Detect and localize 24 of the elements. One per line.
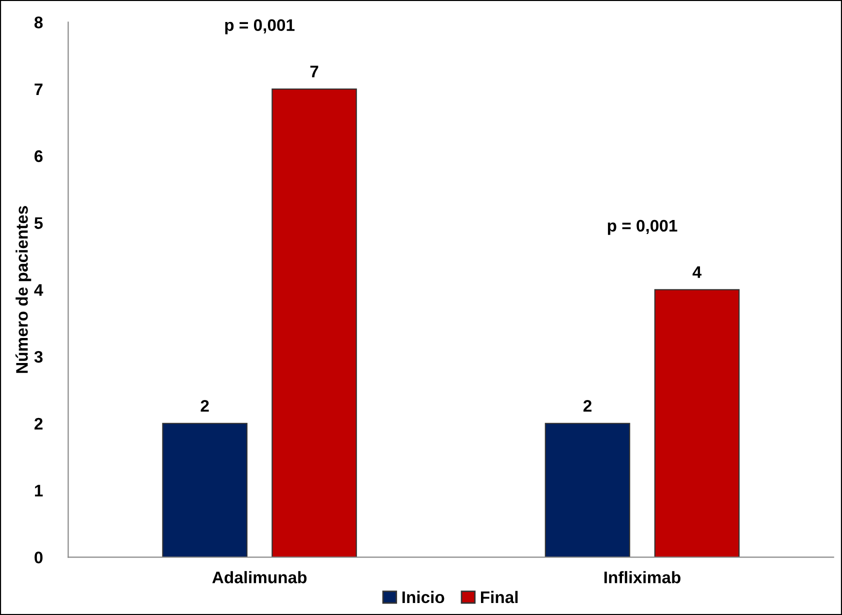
y-tick-label: 1 (34, 484, 43, 496)
y-tick-label: 2 (34, 418, 43, 430)
data-label: 4 (692, 266, 702, 278)
y-tick-label: 6 (34, 150, 43, 162)
y-tick-label: 8 (34, 16, 43, 28)
bar (544, 422, 630, 558)
bar (272, 88, 357, 558)
annotation: p = 0,001 (225, 19, 295, 34)
y-tick-label: 5 (34, 217, 43, 229)
data-label: 2 (200, 400, 209, 412)
x-tick-label: Adalimunab (212, 571, 307, 584)
data-label: 7 (310, 66, 318, 78)
x-tick-label: Infliximab (604, 571, 680, 584)
y-tick-label: 7 (34, 84, 42, 96)
legend-label: Inicio (402, 590, 444, 604)
y-tick-label: 0 (34, 552, 43, 564)
legend-label: Final (480, 590, 518, 604)
y-tick-label: 4 (34, 284, 44, 296)
data-label: 2 (583, 400, 592, 412)
y-axis-title: Número de pacientes (15, 206, 32, 373)
bar (654, 289, 740, 558)
annotation: p = 0,001 (608, 220, 678, 235)
y-tick-label: 3 (34, 350, 43, 363)
bar (162, 422, 248, 558)
